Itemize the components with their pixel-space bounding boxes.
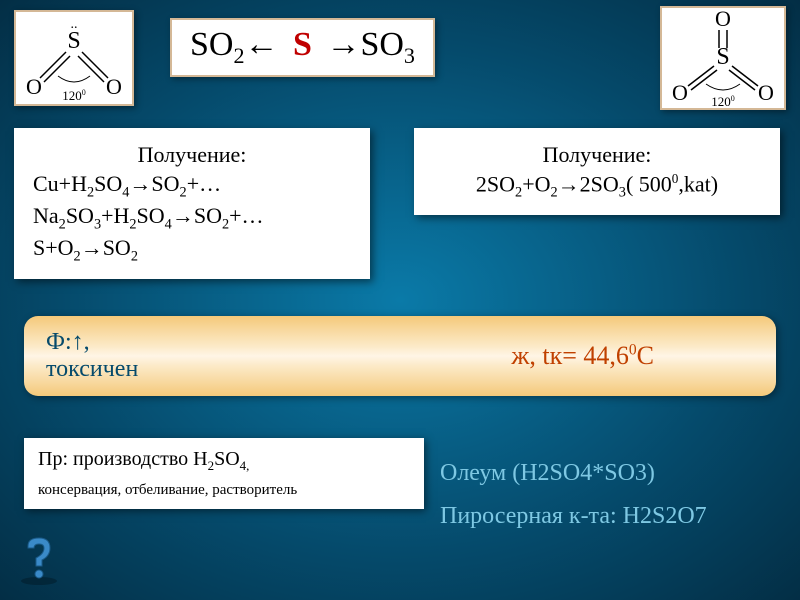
o-right: O — [106, 74, 122, 99]
s-atom: S — [716, 44, 729, 70]
so2-diagram: .. S O O 1200 — [16, 12, 132, 104]
so3-diagram: O S O O 1200 — [662, 8, 784, 108]
app-line2: консервация, отбеливание, растворитель — [38, 482, 410, 499]
o-left: O — [672, 80, 688, 105]
o-top: O — [715, 8, 731, 31]
phys-prop-left: Ф:↑, токсичен — [46, 329, 138, 383]
title-so3: SO3 — [360, 26, 415, 63]
reaction-3: S+O2→SO2 — [33, 234, 351, 266]
angle-label: 1200 — [62, 88, 86, 103]
molecule-so2: .. S O O 1200 — [14, 10, 134, 106]
reaction-1: Cu+H2SO4→SO2+… — [33, 170, 351, 202]
molecule-so3: O S O O 1200 — [660, 6, 786, 110]
angle-label: 1200 — [711, 94, 735, 108]
oleum-line2: Пиросерная к-та: H2S2O7 — [440, 503, 707, 530]
prop-line2: токсичен — [46, 356, 138, 383]
arrow-right: → — [326, 26, 360, 63]
title-s: S — [287, 26, 318, 63]
card-head: Получение: — [33, 141, 351, 170]
title-box: SO2← S →SO3 — [170, 18, 435, 77]
card-preparation-so3: Получение: 2SO2+O2→2SO3( 5000,kat) — [414, 128, 780, 215]
reaction-2: Na2SO3+H2SO4→SO2+… — [33, 202, 351, 234]
card-preparation-so2: Получение: Cu+H2SO4→SO2+… Na2SO3+H2SO4→S… — [14, 128, 370, 279]
prop-line1: Ф:↑, — [46, 329, 138, 356]
oleum-line1: Олеум (H2SO4*SO3) — [440, 460, 707, 487]
oleum-text: Олеум (H2SO4*SO3) Пиросерная к-та: H2S2O… — [440, 460, 707, 530]
o-left: O — [26, 74, 42, 99]
card-head: Получение: — [433, 141, 761, 170]
reaction-1: 2SO2+O2→2SO3( 5000,kat) — [433, 170, 761, 202]
arrow-left: ← — [245, 26, 279, 63]
o-right: O — [758, 80, 774, 105]
title-so2: SO2 — [190, 26, 245, 63]
card-applications: Пр: производство H2SO4, консервация, отб… — [24, 438, 424, 509]
phys-prop-right: ж, tк= 44,60С — [511, 341, 654, 371]
help-icon[interactable] — [14, 536, 64, 586]
app-line1: Пр: производство H2SO4, — [38, 448, 410, 474]
s-atom: S — [67, 28, 80, 54]
properties-bar: Ф:↑, токсичен ж, tк= 44,60С — [24, 316, 776, 396]
